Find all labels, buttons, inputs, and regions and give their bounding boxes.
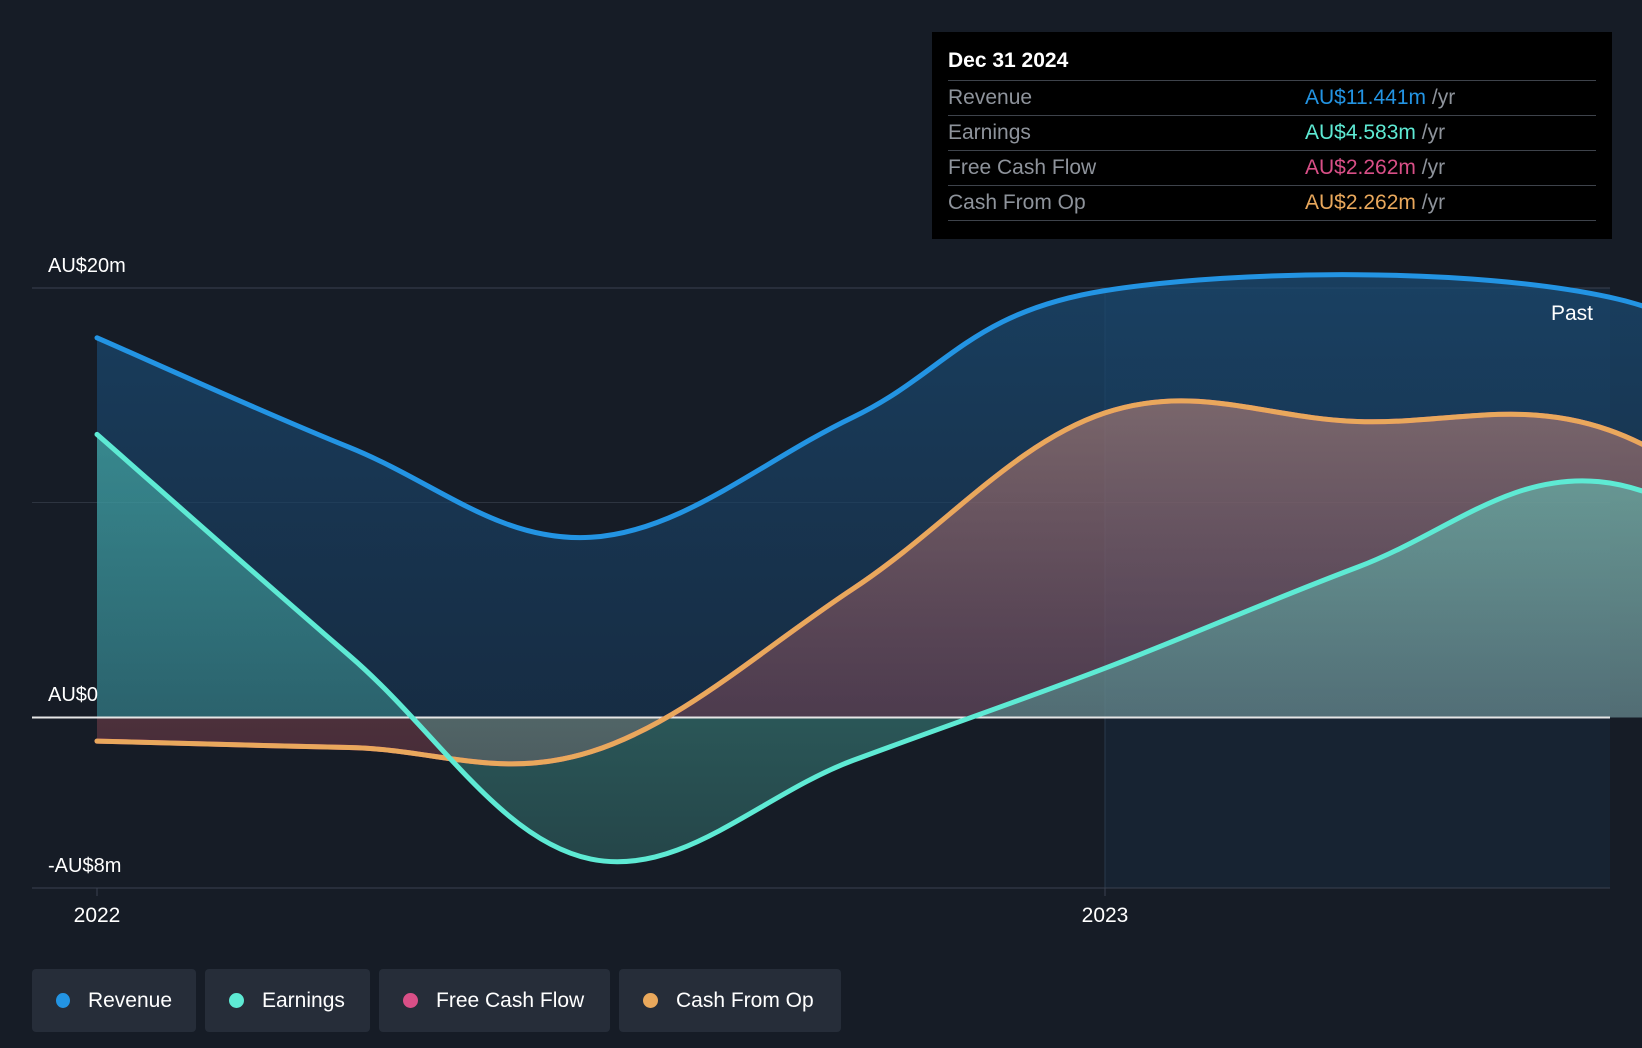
y-label-bottom: -AU$8m [48,855,121,877]
tooltip-label: Revenue [948,86,1033,109]
tooltip: Dec 31 2024 Revenue AU$11.441m /yr Earni… [932,32,1612,239]
y-label-zero: AU$0 [48,684,98,706]
legend-item-revenue[interactable]: Revenue [32,969,196,1032]
legend-label: Cash From Op [676,988,814,1012]
y-label-top: AU$20m [48,255,126,277]
tooltip-row-free-cash-flow: Free Cash Flow AU$2.262m /yr [948,150,1596,185]
tooltip-label: Free Cash Flow [948,156,1097,179]
tooltip-value: AU$11.441m [1305,86,1427,109]
free-cash-flow-dot-icon [403,993,418,1008]
tooltip-value: AU$2.262m [1305,156,1416,179]
x-tick-label: 2022 [74,904,121,927]
tooltip-row-earnings: Earnings AU$4.583m /yr [948,115,1596,150]
earnings-area [97,434,1642,862]
legend-item-free-cash-flow[interactable]: Free Cash Flow [379,969,610,1032]
tooltip-row-revenue: Revenue AU$11.441m /yr [948,80,1596,115]
tooltip-unit: /yr [1421,121,1446,144]
earnings-line [94,431,1642,865]
tooltip-row-cash-from-op: Cash From Op AU$2.262m /yr [948,185,1596,221]
cash-from-op-dot-icon [643,993,658,1008]
cash-from-op-line [94,398,1642,767]
legend-item-cash-from-op[interactable]: Cash From Op [619,969,841,1032]
legend: Revenue Earnings Free Cash Flow Cash Fro… [32,969,841,1032]
tooltip-unit: /yr [1421,191,1446,214]
x-tick-label: 2023 [1082,904,1129,927]
tooltip-date: Dec 31 2024 [948,49,1069,72]
tooltip-value: AU$4.583m [1305,121,1416,144]
revenue-line [94,272,1642,541]
legend-label: Free Cash Flow [436,988,585,1012]
tooltip-unit: /yr [1421,156,1446,179]
tooltip-value: AU$2.262m [1305,191,1416,214]
tooltip-label: Earnings [948,121,1031,144]
tooltip-label: Cash From Op [948,191,1086,214]
earnings-dot-icon [229,993,244,1008]
past-label: Past [1551,302,1593,325]
revenue-dot-icon [56,993,70,1008]
legend-label: Revenue [87,988,172,1012]
legend-item-earnings[interactable]: Earnings [205,969,370,1032]
legend-label: Earnings [262,988,345,1012]
chart: AU$20m AU$0 -AU$8m Past 202220232024 [32,255,1642,927]
tooltip-unit: /yr [1431,86,1456,109]
